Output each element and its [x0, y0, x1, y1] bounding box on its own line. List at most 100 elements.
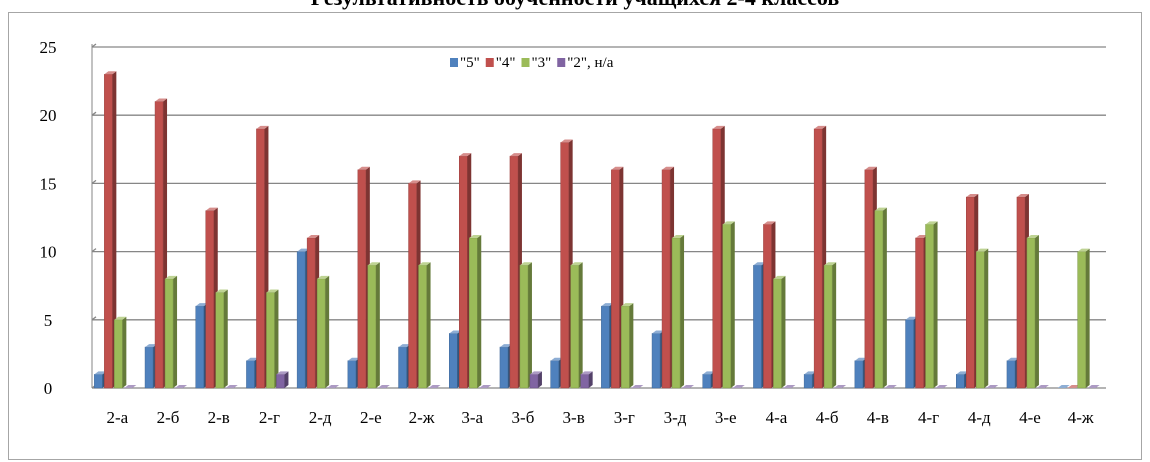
- bar: [1087, 385, 1100, 388]
- bar-front: [104, 74, 113, 389]
- x-tick-label: 2-б: [157, 408, 180, 427]
- bar-top: [662, 166, 675, 170]
- bar-top: [864, 166, 877, 170]
- bar-front: [1077, 251, 1086, 389]
- bar: [834, 385, 847, 388]
- bar: [114, 316, 127, 389]
- bar: [266, 289, 279, 389]
- bar: [377, 385, 390, 388]
- bar-top: [114, 316, 127, 320]
- bar-front: [763, 224, 772, 389]
- legend-label: "4": [496, 55, 516, 71]
- bar: [519, 262, 532, 389]
- x-tick-label: 2-е: [360, 408, 382, 427]
- bar-top: [327, 385, 340, 388]
- legend-swatch: [521, 58, 530, 67]
- bar-front: [550, 360, 559, 389]
- bar-top: [763, 221, 776, 225]
- gridline-depth: [91, 316, 97, 321]
- bar-side: [284, 371, 289, 388]
- bar-side: [588, 371, 593, 388]
- bar-top: [1016, 194, 1029, 198]
- bar-top: [145, 344, 158, 348]
- bar: [773, 275, 786, 389]
- bar-top: [367, 262, 380, 266]
- bar-front: [357, 169, 367, 389]
- bar-front: [905, 319, 914, 389]
- bar-front: [316, 278, 326, 389]
- bar-top: [398, 344, 411, 348]
- bar: [1057, 385, 1070, 388]
- bar-top: [165, 275, 178, 279]
- x-tick-label: 3-б: [512, 408, 535, 427]
- bar: [164, 275, 178, 389]
- bar-side: [933, 221, 938, 388]
- x-tick-label: 2-а: [106, 408, 128, 427]
- bar-top: [519, 262, 532, 266]
- bar: [215, 289, 228, 389]
- y-tick-label: 0: [44, 379, 53, 398]
- bar-side: [629, 303, 634, 388]
- bar-front: [266, 292, 275, 389]
- bar-top: [246, 357, 259, 361]
- bar: [479, 385, 492, 388]
- bar-front: [823, 264, 833, 389]
- bar-top: [469, 234, 482, 238]
- x-tick-label: 3-е: [715, 408, 737, 427]
- bar-side: [578, 262, 583, 388]
- bar-top: [449, 330, 462, 334]
- bar-side: [477, 234, 482, 388]
- x-tick-label: 2-д: [309, 408, 332, 427]
- bar: [986, 385, 999, 388]
- bar-side: [122, 316, 127, 388]
- bar-top: [357, 166, 370, 170]
- bar-side: [426, 262, 431, 388]
- bar-top: [905, 316, 918, 320]
- bar-top: [976, 248, 989, 252]
- bar-front: [601, 305, 610, 389]
- x-tick-label: 2-г: [259, 408, 280, 427]
- bar-front: [449, 333, 458, 389]
- bar-front: [94, 374, 103, 389]
- bar-top: [986, 385, 999, 388]
- bar-front: [722, 224, 731, 389]
- legend-item: "2", н/а: [557, 55, 614, 71]
- bar-side: [274, 289, 279, 388]
- bar-top: [672, 234, 685, 238]
- bar: [935, 385, 948, 388]
- bar: [783, 385, 796, 388]
- bar-top: [377, 385, 390, 388]
- bar-top: [570, 262, 583, 266]
- bar-side: [537, 371, 542, 388]
- bar-top: [884, 385, 897, 388]
- bar: [732, 385, 745, 388]
- bar-front: [874, 210, 884, 389]
- bar-side: [112, 71, 117, 388]
- legend-label: "2", н/а: [567, 55, 613, 71]
- bar-top: [966, 194, 979, 198]
- gridline-depth: [91, 179, 97, 184]
- bar: [823, 262, 837, 389]
- bar-top: [874, 207, 887, 211]
- bar-front: [205, 210, 214, 389]
- bar-front: [976, 251, 985, 389]
- legend-swatch: [485, 58, 494, 67]
- bar: [1067, 385, 1080, 388]
- legend-item: "3": [521, 55, 551, 71]
- bar-top: [834, 385, 847, 388]
- bar-front: [459, 155, 468, 389]
- bar: [1077, 248, 1090, 389]
- bar-front: [509, 155, 519, 389]
- x-tick-label: 3-в: [563, 408, 585, 427]
- x-tick-label: 4-г: [918, 408, 939, 427]
- bar-top: [256, 125, 269, 129]
- bar-top: [783, 385, 796, 388]
- bar-front: [215, 292, 224, 389]
- bar-front: [408, 183, 417, 389]
- bar-front: [144, 346, 154, 389]
- bar: [671, 234, 685, 389]
- bar-front: [306, 237, 316, 389]
- bar-top: [347, 357, 360, 361]
- bar: [874, 207, 887, 389]
- bar: [469, 234, 482, 389]
